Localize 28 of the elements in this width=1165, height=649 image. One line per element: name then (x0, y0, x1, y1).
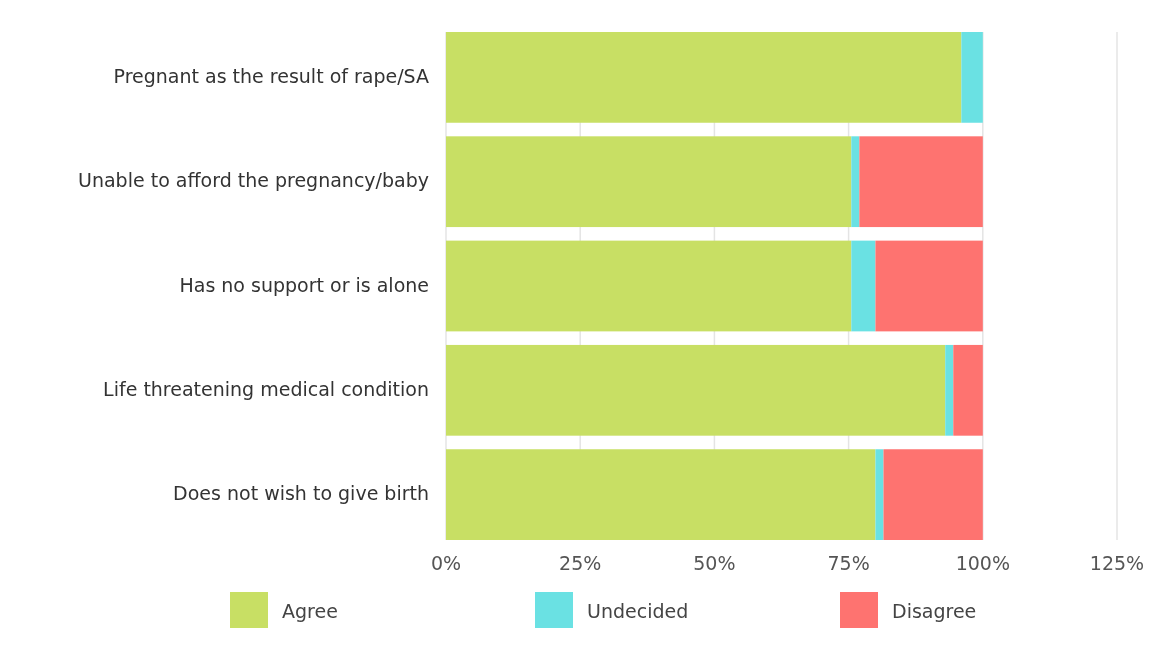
bar (851, 240, 876, 332)
x-tick-label: 0% (430, 552, 462, 574)
bar (446, 32, 962, 123)
legend-label: Agree (282, 599, 338, 622)
legend-label: Undecided (587, 599, 689, 622)
bar (953, 344, 983, 436)
bar (446, 240, 852, 332)
legend-label: Disagree (892, 599, 977, 622)
x-tick-label: 100% (955, 552, 1010, 574)
bar (851, 136, 860, 228)
x-tick-label: 50% (693, 552, 736, 574)
bar (446, 344, 946, 436)
y-tick-label: Unable to afford the pregnancy/baby (78, 169, 429, 192)
bar (961, 32, 983, 123)
bar (883, 449, 983, 540)
bar (859, 136, 983, 228)
y-tick-label: Life threatening medical condition (103, 377, 429, 400)
x-tick-label: 125% (1089, 552, 1145, 574)
x-tick-label: 25% (559, 552, 602, 574)
y-tick-label: Has no support or is alone (179, 273, 429, 296)
y-tick-label: Pregnant as the result of rape/SA (113, 64, 429, 87)
bar (446, 449, 876, 540)
bar (875, 240, 983, 332)
bar (875, 449, 884, 540)
bar (446, 136, 852, 228)
y-tick-label: Does not wish to give birth (173, 482, 429, 505)
x-tick-label: 75% (827, 552, 870, 574)
bar (945, 344, 954, 436)
